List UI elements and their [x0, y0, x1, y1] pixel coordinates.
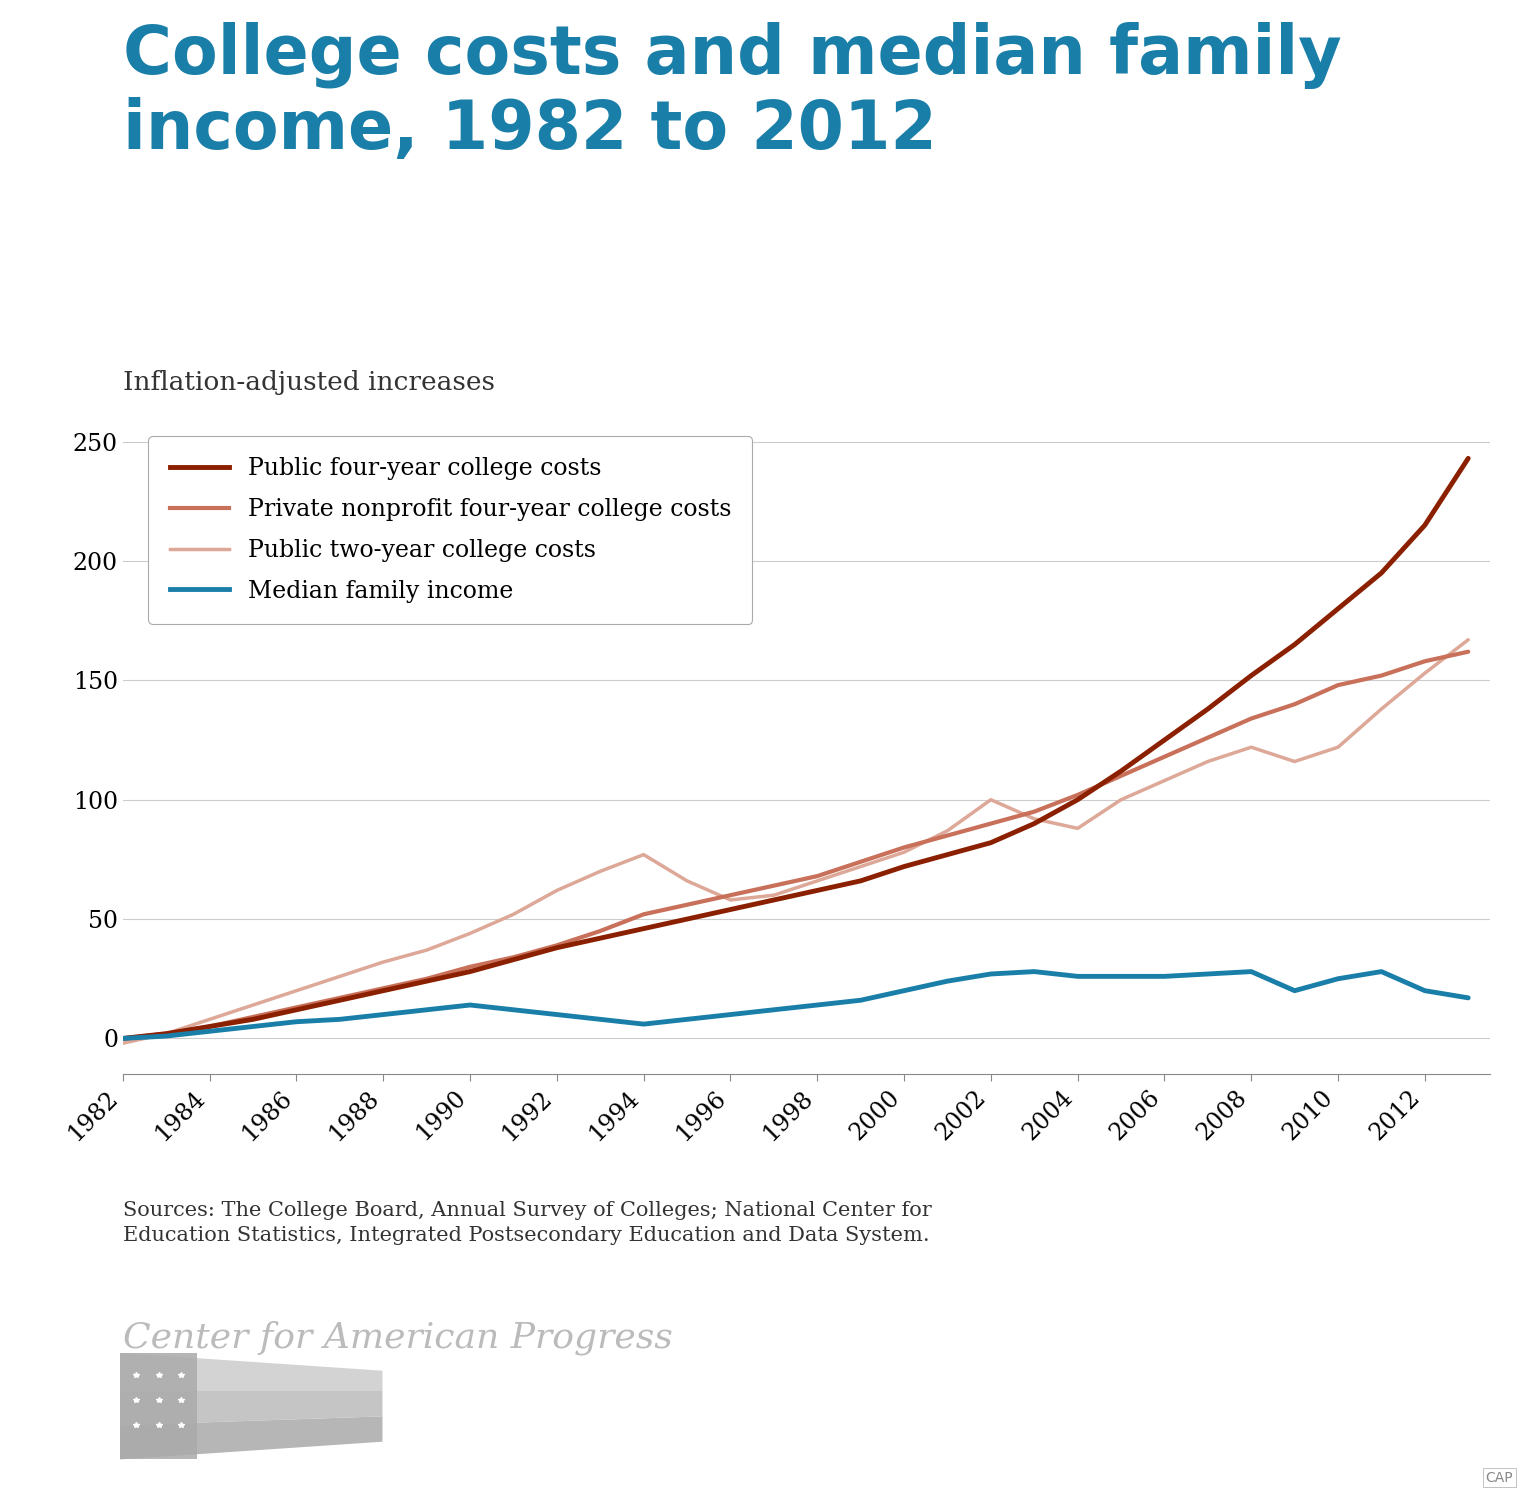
Text: Center for American Progress: Center for American Progress [123, 1320, 673, 1355]
Polygon shape [120, 1353, 382, 1391]
Text: Inflation-adjusted increases: Inflation-adjusted increases [123, 370, 495, 395]
Bar [120, 1353, 197, 1459]
Legend: Public four-year college costs, Private nonprofit four-year college costs, Publi: Public four-year college costs, Private … [149, 436, 753, 624]
Polygon shape [120, 1391, 382, 1425]
Text: CAP: CAP [1485, 1471, 1513, 1485]
Text: Sources: The College Board, Annual Survey of Colleges; National Center for
Educa: Sources: The College Board, Annual Surve… [123, 1201, 932, 1244]
Polygon shape [120, 1416, 382, 1459]
Text: College costs and median family
income, 1982 to 2012: College costs and median family income, … [123, 22, 1341, 163]
